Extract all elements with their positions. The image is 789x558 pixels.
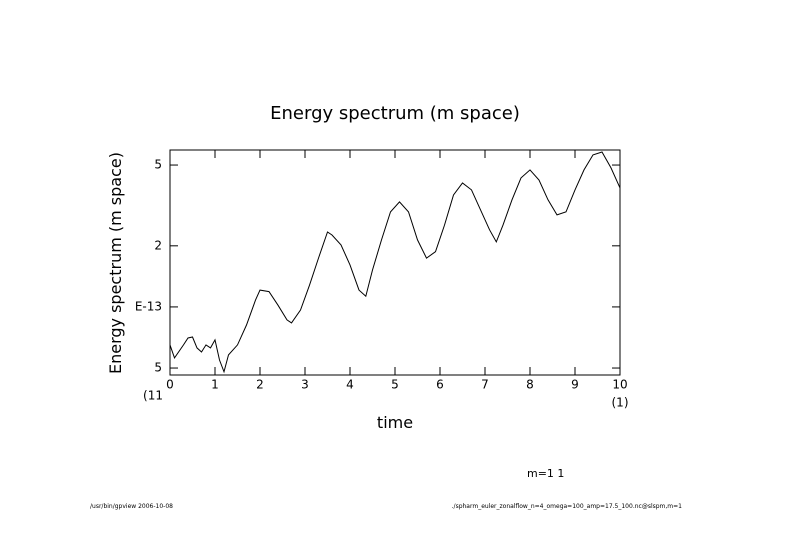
y-tick-label: 5 bbox=[154, 158, 162, 172]
x-tick-label: 9 bbox=[571, 378, 579, 392]
x-tick-label: 8 bbox=[526, 378, 534, 392]
data-line bbox=[169, 151, 621, 374]
x-range-label: (11 bbox=[143, 389, 163, 403]
footer-left: /usr/bin/gpview 2006-10-08 bbox=[90, 503, 173, 510]
x-tick-label: 4 bbox=[346, 378, 354, 392]
legend-text: m=1 1 bbox=[527, 467, 564, 480]
y-tick-label: E-13 bbox=[135, 299, 162, 313]
x-tick-label: 7 bbox=[481, 378, 489, 392]
footer-right: ./spharm_euler_zonalflow_n=4_omega=100_a… bbox=[452, 503, 683, 510]
x-tick-label: 0 bbox=[166, 378, 174, 392]
y-axis-label: Energy spectrum (m space) bbox=[106, 152, 125, 374]
x-tick-label: 2 bbox=[256, 378, 264, 392]
y-tick-label: 5 bbox=[154, 361, 162, 375]
x-tick-label: 6 bbox=[436, 378, 444, 392]
y-tick-label: 2 bbox=[154, 238, 162, 252]
x-tick-label: 1 bbox=[211, 378, 219, 392]
x-tick-label: 5 bbox=[391, 378, 399, 392]
x-tick-label: 3 bbox=[301, 378, 309, 392]
chart-title: Energy spectrum (m space) bbox=[270, 103, 520, 124]
x-axis-label: time bbox=[377, 413, 413, 432]
x-range-label: (1) bbox=[612, 396, 629, 410]
x-tick-label: 10 bbox=[612, 378, 627, 392]
